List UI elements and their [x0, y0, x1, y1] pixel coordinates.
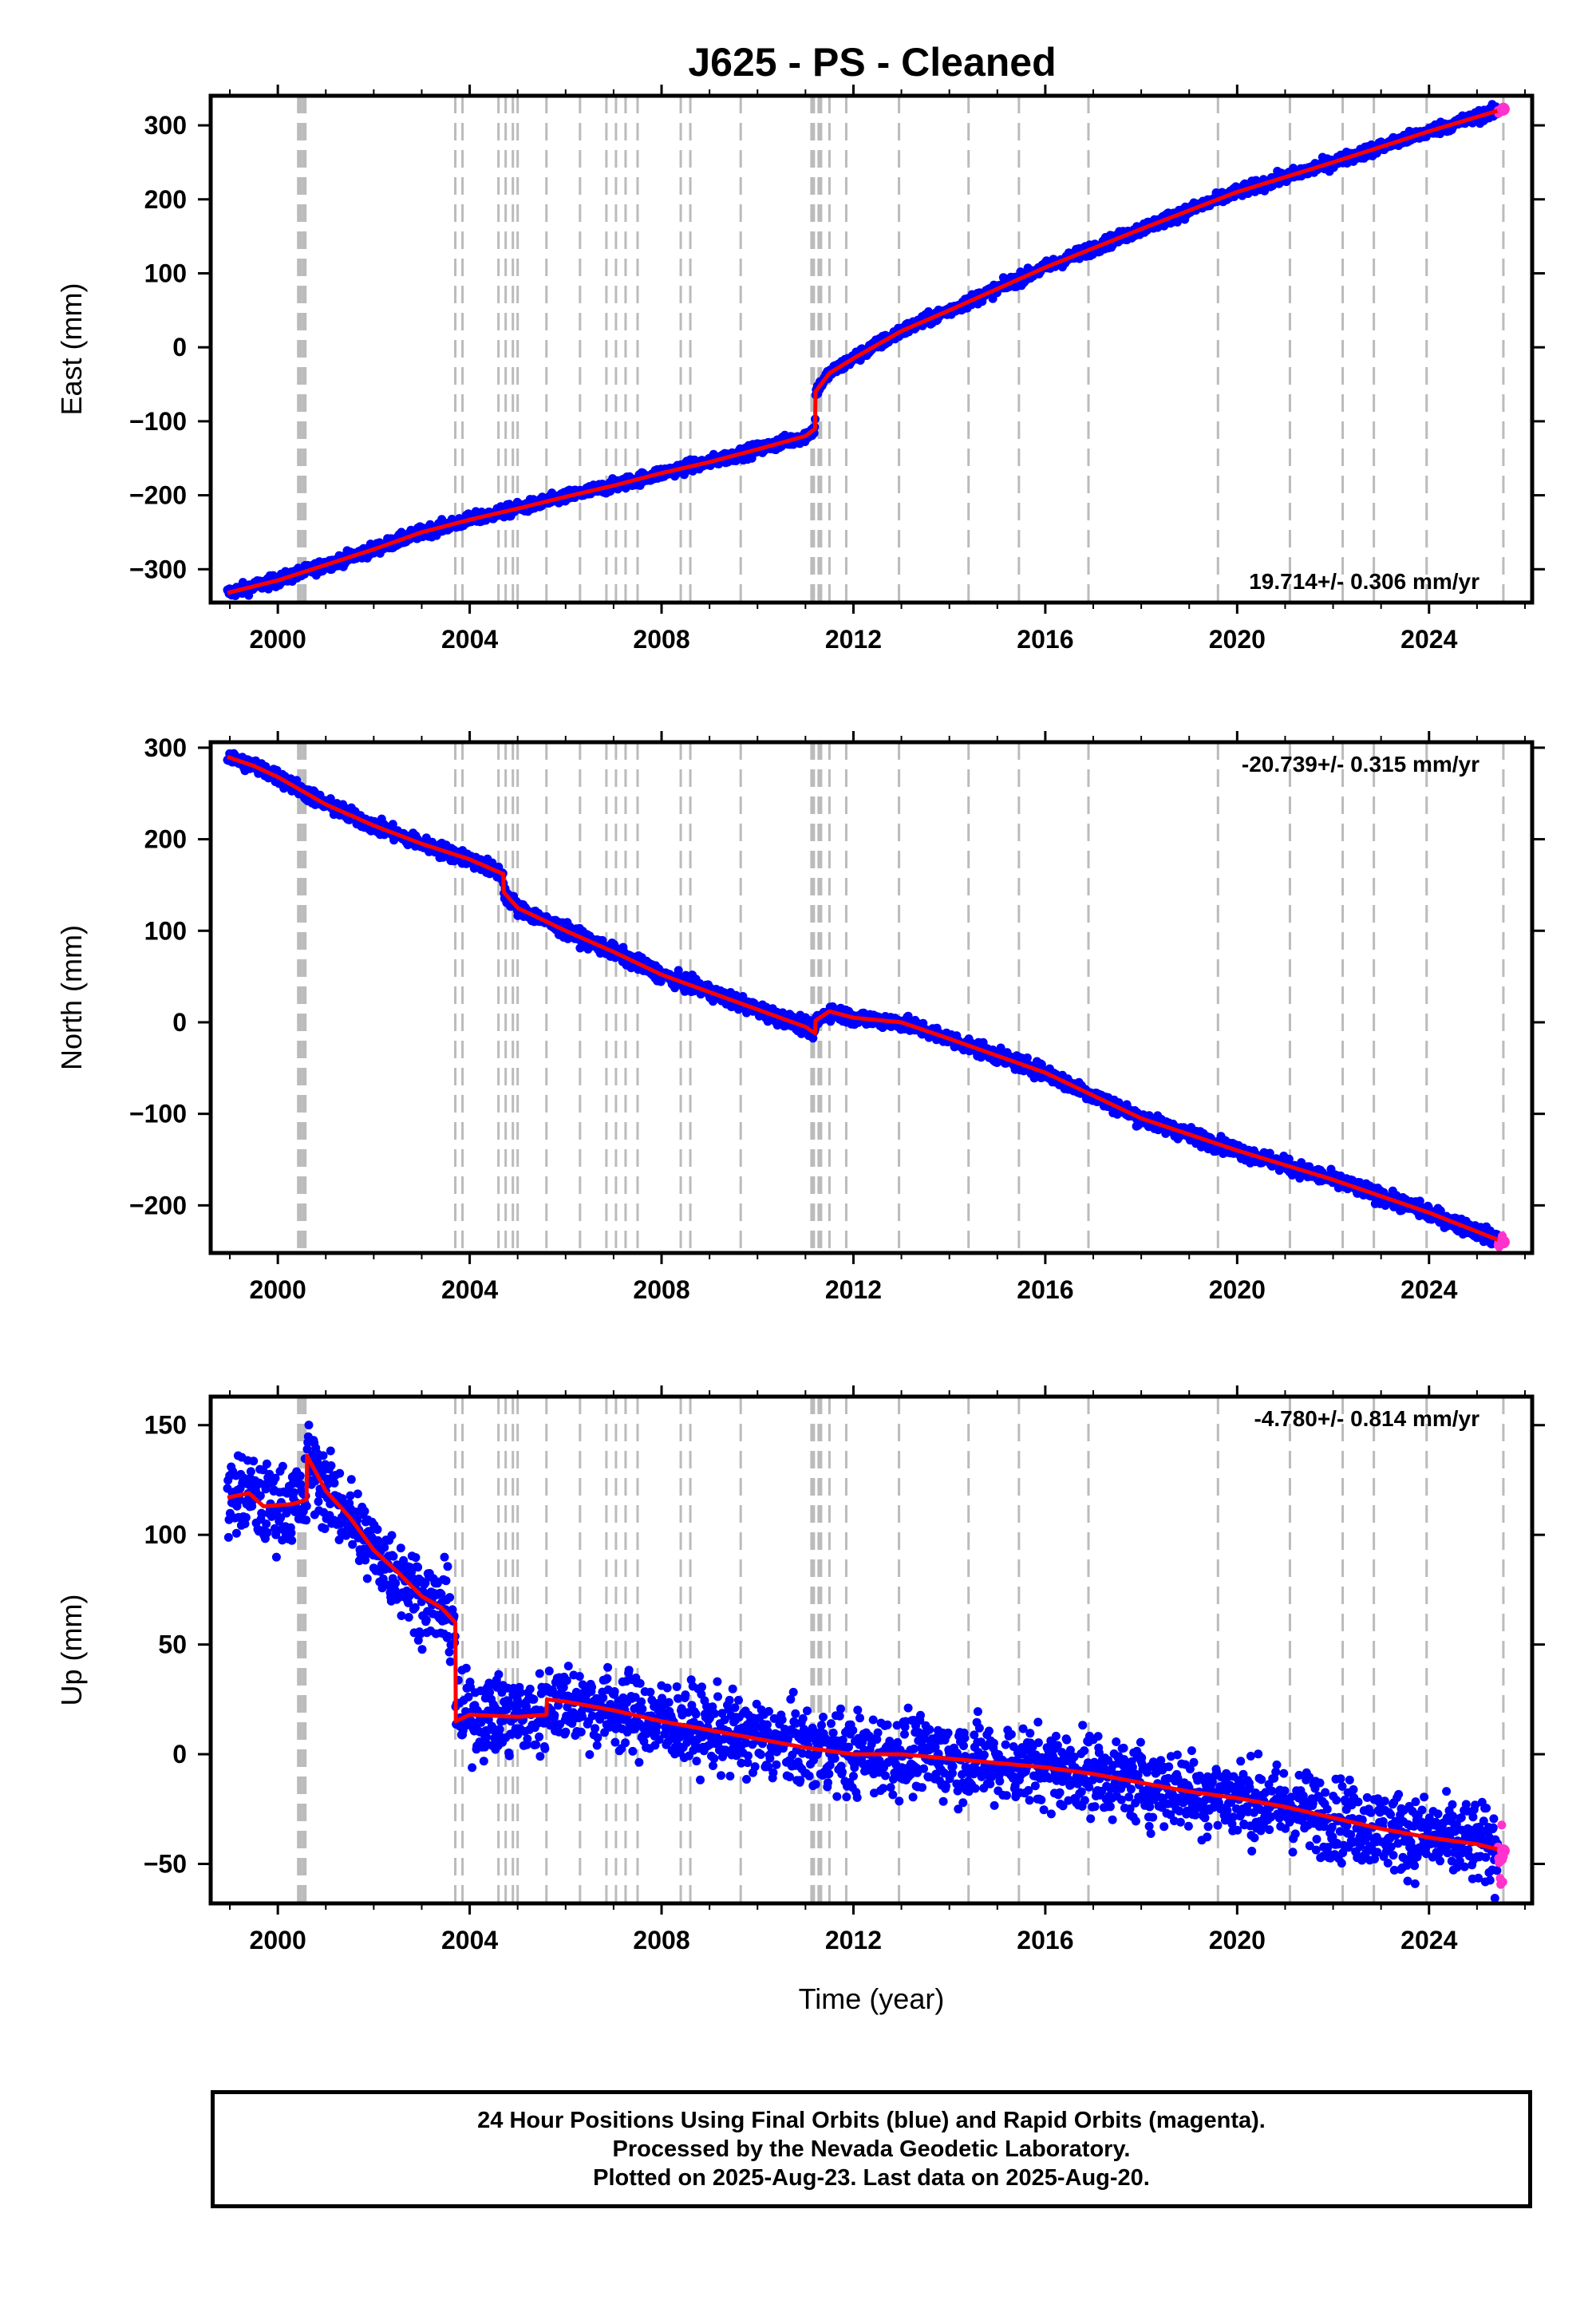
plot-frame — [208, 93, 1535, 605]
rate-label: 19.714+/- 0.306 mm/yr — [1249, 569, 1479, 594]
north-panel: 2000 2004 2008 2012 2016 2020 2024−200−1000100… — [55, 731, 1545, 1304]
y-tick-label: 100 — [144, 259, 187, 287]
y-tick-label: −100 — [129, 407, 187, 436]
x-tick-label: 2012 — [825, 1275, 882, 1304]
east-panel: 2000 2004 2008 2012 2016 2020 2024−300−200−100… — [55, 85, 1545, 654]
x-tick-label: 2024 — [1400, 625, 1457, 654]
x-tick-label: 2020 — [1209, 625, 1266, 654]
y-tick-label: 200 — [144, 185, 187, 214]
plot-frame — [208, 740, 1535, 1255]
x-tick-label: 2000 — [250, 1275, 306, 1304]
x-tick-label: 2016 — [1017, 625, 1073, 654]
x-tick-label: 2004 — [441, 1275, 498, 1304]
x-tick-label: 2004 — [441, 625, 498, 654]
y-axis-label: East (mm) — [55, 283, 88, 416]
data-point — [1265, 1148, 1274, 1158]
x-tick-label: 2012 — [825, 625, 882, 654]
data-point — [1022, 1053, 1032, 1062]
y-tick-label: −200 — [129, 481, 187, 510]
data-point — [388, 820, 397, 829]
y-tick-label: 300 — [144, 111, 187, 140]
x-tick-label: 2016 — [1017, 1275, 1073, 1304]
data-point — [674, 966, 683, 975]
x-tick-label: 2024 — [1400, 1275, 1457, 1304]
event-lines — [297, 742, 1505, 1253]
model-line — [227, 755, 1504, 1244]
last-rapid-point — [1496, 1235, 1510, 1249]
data-point — [1284, 1154, 1294, 1164]
x-tick-label: 2008 — [633, 1275, 689, 1304]
y-tick-label: 0 — [172, 333, 187, 362]
model-line — [227, 107, 1504, 595]
main-title: J625 - PS - Cleaned — [688, 40, 1056, 85]
last-rapid-point — [1496, 102, 1510, 116]
event-lines — [297, 96, 1505, 603]
x-tick-label: 2008 — [633, 625, 689, 654]
y-tick-label: −300 — [129, 555, 187, 583]
x-tick-label: 2000 — [250, 625, 306, 654]
x-tick-label: 2020 — [1209, 1275, 1266, 1304]
